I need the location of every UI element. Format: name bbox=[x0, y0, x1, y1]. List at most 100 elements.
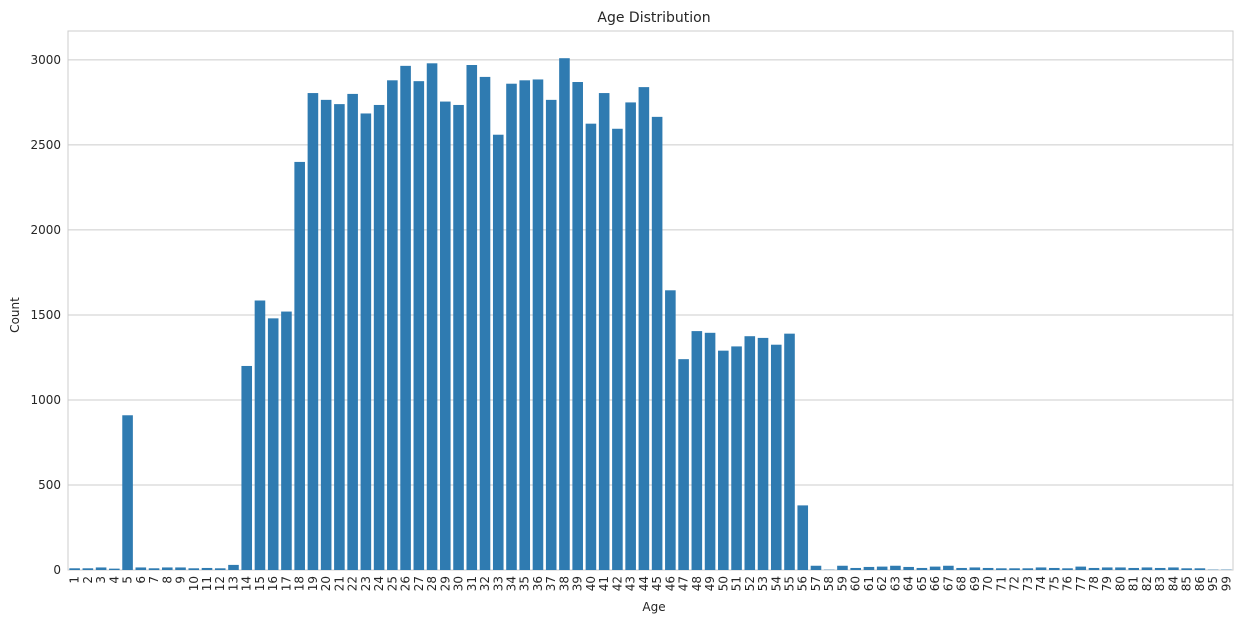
x-tick-label: 19 bbox=[306, 576, 320, 591]
bar-age-6 bbox=[135, 567, 147, 570]
x-tick-label: 17 bbox=[279, 576, 293, 591]
bar-age-11 bbox=[201, 567, 213, 570]
bar-age-26 bbox=[400, 65, 411, 570]
x-tick-label: 15 bbox=[253, 576, 267, 591]
bar-age-49 bbox=[704, 332, 716, 570]
bar-age-60 bbox=[850, 567, 861, 570]
bar-age-66 bbox=[929, 566, 941, 570]
bar-age-69 bbox=[969, 567, 981, 570]
x-tick-label: 2 bbox=[81, 576, 95, 584]
x-tick-label: 66 bbox=[928, 576, 942, 591]
bar-age-79 bbox=[1101, 567, 1113, 570]
x-tick-label: 86 bbox=[1193, 576, 1207, 591]
x-tick-label: 64 bbox=[902, 576, 916, 591]
x-tick-label: 8 bbox=[160, 576, 174, 584]
x-tick-label: 44 bbox=[637, 576, 651, 591]
bar-age-3 bbox=[95, 567, 107, 570]
x-tick-label: 63 bbox=[888, 576, 902, 591]
bar-age-9 bbox=[175, 567, 186, 570]
bar-age-81 bbox=[1128, 567, 1140, 570]
x-tick-label: 54 bbox=[769, 576, 783, 591]
x-tick-label: 1 bbox=[68, 576, 82, 584]
y-tick-label: 2500 bbox=[30, 138, 61, 152]
x-tick-label: 40 bbox=[584, 576, 598, 591]
bar-age-50 bbox=[718, 350, 729, 570]
bar-age-17 bbox=[281, 311, 292, 570]
x-tick-label: 52 bbox=[743, 576, 757, 591]
y-tick-label: 3000 bbox=[30, 53, 61, 67]
x-tick-label: 74 bbox=[1034, 576, 1048, 591]
x-tick-label: 46 bbox=[663, 576, 677, 591]
bar-age-39 bbox=[572, 82, 583, 570]
bar-age-73 bbox=[1022, 568, 1034, 570]
bar-age-53 bbox=[757, 337, 769, 570]
bar-age-14 bbox=[241, 365, 253, 570]
y-tick-label: 0 bbox=[53, 563, 61, 577]
x-tick-label: 79 bbox=[1100, 576, 1114, 591]
x-tick-label: 38 bbox=[557, 576, 571, 591]
bar-age-55 bbox=[784, 333, 795, 570]
bar-age-41 bbox=[598, 93, 610, 570]
x-tick-label: 70 bbox=[981, 576, 995, 591]
bar-age-74 bbox=[1035, 567, 1047, 570]
bar-age-68 bbox=[956, 567, 967, 570]
x-tick-label: 76 bbox=[1061, 576, 1075, 591]
x-tick-label: 82 bbox=[1140, 576, 1154, 591]
x-tick-labels: 1 2 3 4 5 6 7 8 9 10 11 12 13 14 15 16 17 18 19 20 21 22 23 24 2… bbox=[68, 576, 1234, 591]
bar-age-78 bbox=[1088, 567, 1100, 570]
x-tick-label: 28 bbox=[425, 576, 439, 591]
x-tick-label: 71 bbox=[994, 576, 1008, 591]
x-tick-label: 26 bbox=[399, 576, 413, 591]
bar-age-47 bbox=[678, 359, 689, 570]
x-axis-title: Age bbox=[642, 600, 665, 614]
bar-age-70 bbox=[982, 567, 994, 570]
x-tick-label: 35 bbox=[518, 576, 532, 591]
bar-age-15 bbox=[254, 300, 266, 570]
bar-age-29 bbox=[440, 101, 451, 570]
x-tick-label: 57 bbox=[809, 576, 823, 591]
x-tick-label: 36 bbox=[531, 576, 545, 591]
bar-age-20 bbox=[320, 99, 332, 570]
x-tick-label: 80 bbox=[1113, 576, 1127, 591]
bar-age-28 bbox=[426, 63, 438, 570]
x-tick-label: 6 bbox=[134, 576, 148, 584]
bar-age-40 bbox=[585, 123, 597, 571]
bar-age-7 bbox=[148, 568, 160, 570]
bar-age-30 bbox=[453, 104, 464, 571]
x-tick-label: 42 bbox=[610, 576, 624, 591]
x-tick-label: 25 bbox=[385, 576, 399, 591]
x-tick-label: 27 bbox=[412, 576, 426, 591]
x-tick-label: 45 bbox=[650, 576, 664, 591]
x-tick-label: 68 bbox=[955, 576, 969, 591]
bar-age-4 bbox=[109, 568, 120, 570]
y-tick-labels: 0 500 1000 1500 2000 2500 3000 bbox=[30, 53, 61, 577]
bar-age-84 bbox=[1168, 567, 1179, 570]
x-tick-label: 53 bbox=[756, 576, 770, 591]
x-tick-label: 48 bbox=[690, 576, 704, 591]
x-tick-label: 73 bbox=[1021, 576, 1035, 591]
bar-age-72 bbox=[1009, 568, 1020, 570]
x-tick-label: 49 bbox=[703, 576, 717, 591]
bar-age-19 bbox=[307, 93, 319, 570]
chart-title: Age Distribution bbox=[597, 10, 710, 26]
bar-age-16 bbox=[267, 318, 279, 570]
x-tick-label: 16 bbox=[266, 576, 280, 591]
bar-age-83 bbox=[1154, 567, 1166, 570]
bar-age-1 bbox=[69, 568, 80, 570]
x-tick-label: 85 bbox=[1180, 576, 1194, 591]
bar-age-24 bbox=[373, 104, 385, 571]
x-tick-label: 67 bbox=[941, 576, 955, 591]
bar-age-31 bbox=[466, 65, 478, 570]
x-tick-label: 22 bbox=[346, 576, 360, 591]
bar-age-12 bbox=[214, 568, 226, 570]
bar-age-2 bbox=[82, 568, 94, 570]
bar-age-52 bbox=[744, 336, 756, 570]
bar-age-21 bbox=[334, 104, 345, 571]
bars bbox=[69, 58, 1232, 571]
bar-age-32 bbox=[479, 76, 491, 571]
bar-age-86 bbox=[1194, 568, 1206, 570]
bar-age-56 bbox=[797, 505, 809, 570]
x-tick-label: 31 bbox=[465, 576, 479, 591]
x-tick-label: 95 bbox=[1206, 576, 1220, 591]
